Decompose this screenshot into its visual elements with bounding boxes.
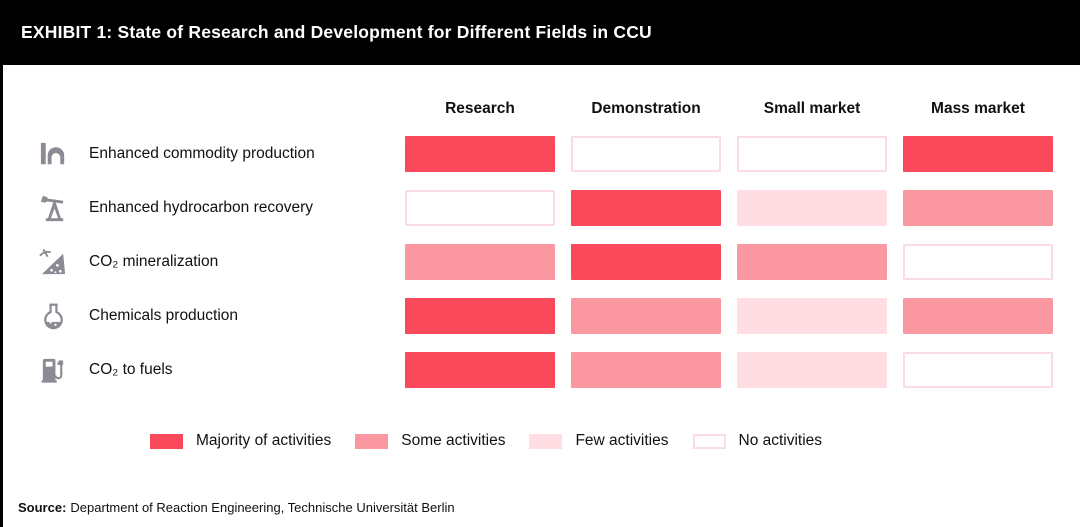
matrix-cell-some (737, 244, 887, 280)
matrix-cell-majority (405, 136, 555, 172)
oil-pump-icon (33, 190, 73, 226)
legend-swatch-few (529, 433, 563, 449)
legend: Majority of activities Some activities Few… (3, 432, 1080, 450)
chart-area: Research Demonstration Small market Mass ma… (3, 65, 1080, 450)
matrix-cell-majority (405, 352, 555, 388)
matrix-cell-none (571, 136, 721, 172)
matrix-cell-none (737, 136, 887, 172)
legend-swatch-none (692, 433, 726, 449)
matrix-cell-none (903, 244, 1053, 280)
matrix-cell-some (405, 244, 555, 280)
matrix-cell-majority (571, 244, 721, 280)
source-line: Source: Department of Reaction Engineerin… (18, 500, 455, 515)
column-header: Mass market (931, 100, 1025, 117)
mineral-icon (33, 244, 73, 280)
fuel-pump-icon (33, 352, 73, 388)
row-label: Enhanced hydrocarbon recovery (89, 199, 314, 216)
source-label: Source: (18, 500, 67, 515)
matrix-cell-some (571, 352, 721, 388)
matrix-cell-none (903, 352, 1053, 388)
matrix-cell-few (737, 352, 887, 388)
flask-icon (33, 298, 73, 334)
legend-item-none: No activities (692, 432, 823, 450)
legend-label: Few activities (575, 432, 669, 449)
legend-item-few: Few activities (529, 432, 669, 450)
legend-label: Majority of activities (196, 432, 332, 449)
matrix-cell-majority (571, 190, 721, 226)
row-label: Chemicals production (89, 307, 239, 324)
legend-item-some: Some activities (355, 432, 505, 450)
column-header: Demonstration (591, 100, 701, 117)
matrix-cell-majority (903, 136, 1053, 172)
legend-item-majority: Majority of activities (150, 432, 331, 450)
matrix-cell-majority (405, 298, 555, 334)
exhibit-title: EXHIBIT 1: State of Research and Develop… (21, 22, 652, 42)
legend-swatch-some (355, 433, 389, 449)
rd-matrix: Research Demonstration Small market Mass ma… (3, 100, 1080, 388)
source-text: Department of Reaction Engineering, Tech… (70, 500, 455, 515)
legend-label: Some activities (401, 432, 506, 449)
matrix-cell-few (737, 190, 887, 226)
matrix-cell-some (903, 190, 1053, 226)
row-label: Enhanced commodity production (89, 145, 315, 162)
matrix-cell-some (571, 298, 721, 334)
exhibit-header: EXHIBIT 1: State of Research and Develop… (3, 0, 1080, 65)
row-label: CO₂ mineralization (89, 253, 219, 270)
factory-icon (33, 136, 73, 172)
legend-swatch-majority (150, 433, 183, 449)
row-label: CO₂ to fuels (89, 361, 173, 378)
matrix-cell-few (737, 298, 887, 334)
column-header: Small market (763, 100, 861, 117)
matrix-cell-none (405, 190, 555, 226)
matrix-cell-some (903, 298, 1053, 334)
column-header: Research (445, 100, 515, 117)
legend-label: No activities (738, 432, 823, 449)
